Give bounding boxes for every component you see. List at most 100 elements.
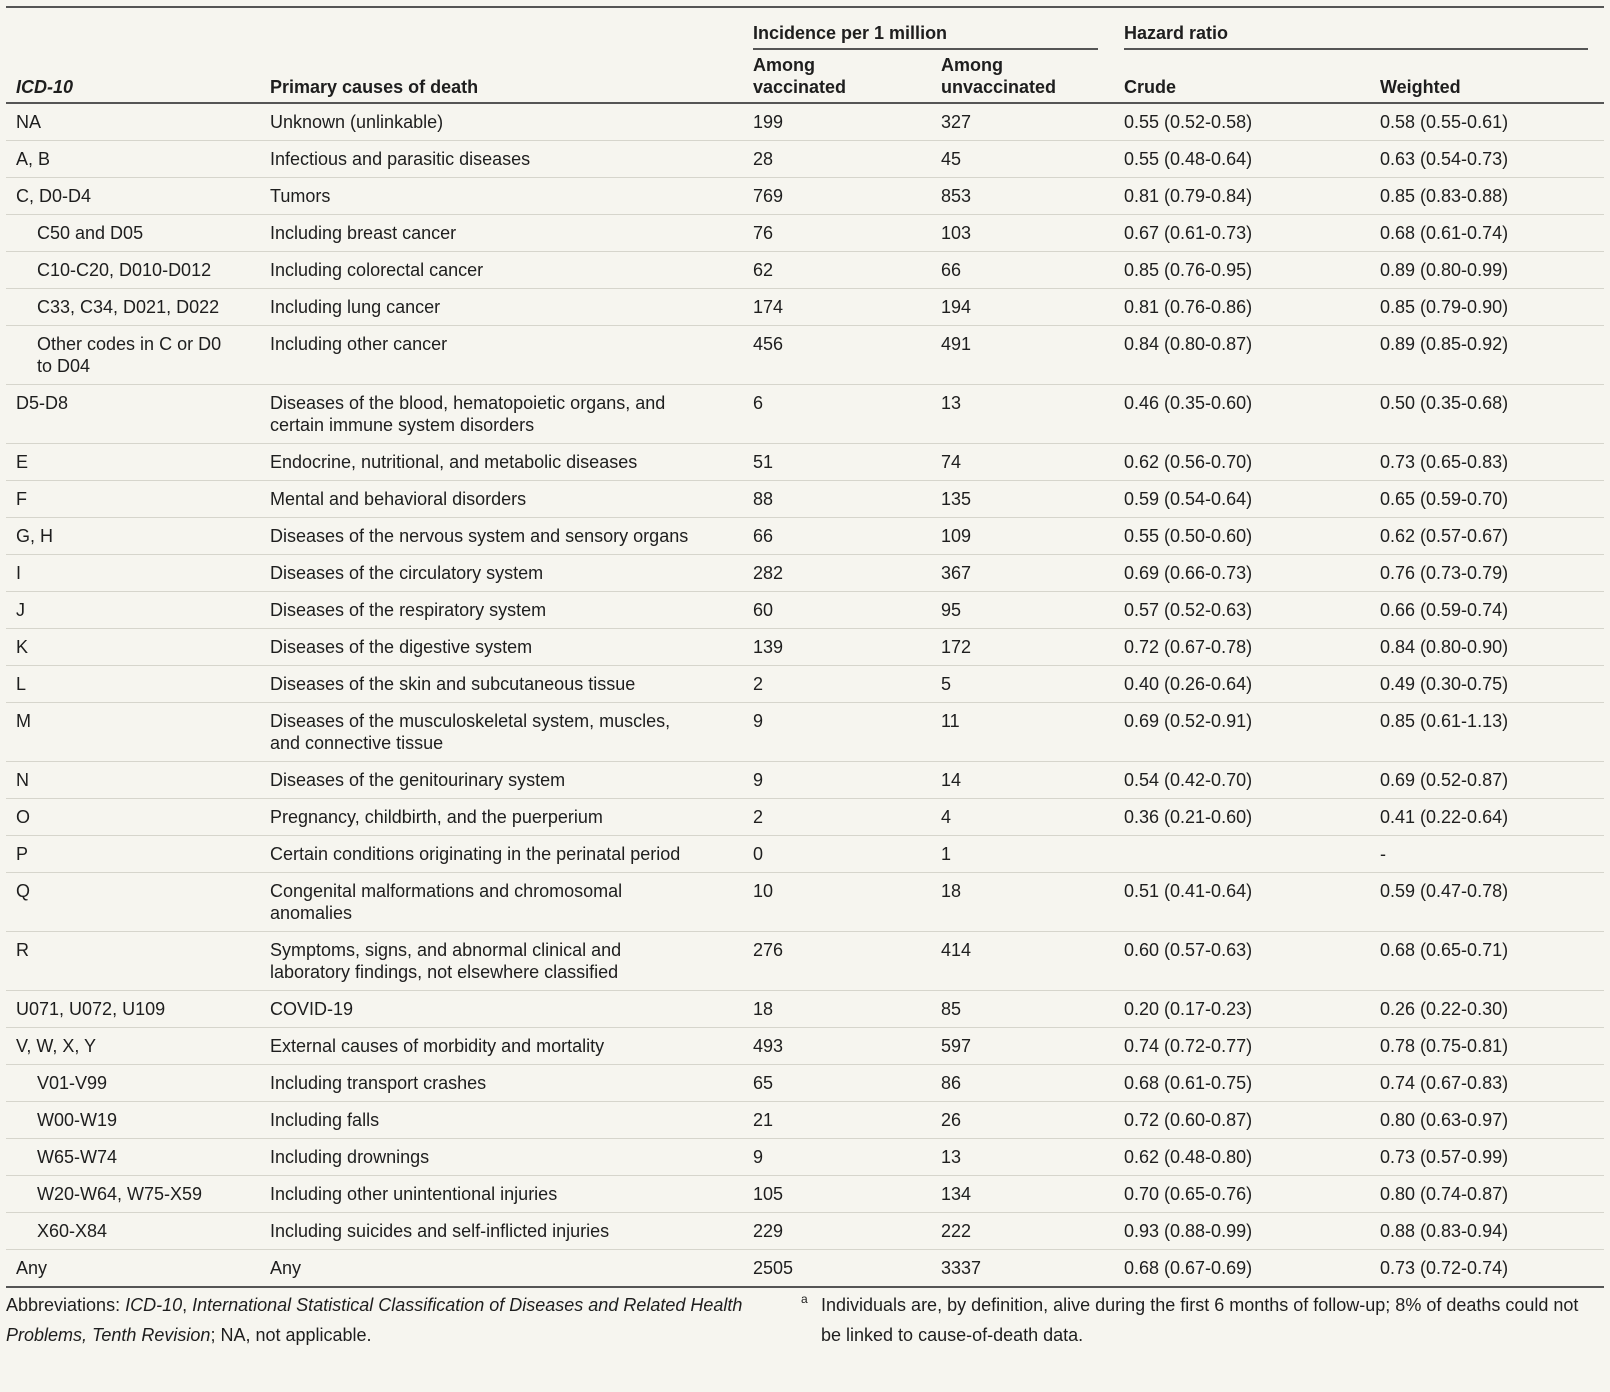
unvaccinated-cell: 134: [931, 1175, 1114, 1213]
icd-cell: D5-D8: [6, 384, 260, 444]
weighted-cell: 0.68 (0.65-0.71): [1370, 931, 1604, 991]
unvaccinated-cell: 66: [931, 251, 1114, 289]
unvaccinated-cell: 135: [931, 480, 1114, 518]
cause-cell: Including falls: [260, 1101, 743, 1139]
weighted-cell: 0.84 (0.80-0.90): [1370, 628, 1604, 666]
weighted-cell: 0.85 (0.83-0.88): [1370, 177, 1604, 215]
icd-cell: Q: [6, 872, 260, 932]
unvaccinated-cell: 172: [931, 628, 1114, 666]
vaccinated-cell: 174: [743, 288, 931, 326]
crude-cell: 0.51 (0.41-0.64): [1114, 872, 1370, 932]
icd-cell: C, D0-D4: [6, 177, 260, 215]
weighted-cell: 0.66 (0.59-0.74): [1370, 591, 1604, 629]
crude-cell: 0.55 (0.48-0.64): [1114, 140, 1370, 178]
vaccinated-cell: 88: [743, 480, 931, 518]
weighted-cell: 0.80 (0.74-0.87): [1370, 1175, 1604, 1213]
cause-cell: External causes of morbidity and mortali…: [260, 1027, 743, 1065]
vaccinated-cell: 6: [743, 384, 931, 444]
unvaccinated-cell: 74: [931, 443, 1114, 481]
crude-cell: 0.36 (0.21-0.60): [1114, 798, 1370, 836]
crude-cell: 0.60 (0.57-0.63): [1114, 931, 1370, 991]
row: E Endocrine, nutritional, and metabolic d…: [6, 443, 1604, 481]
footnote-text: Abbreviations:: [6, 1295, 126, 1315]
sub-row: Other codes in C or D0 to D04 Including o…: [6, 325, 1604, 385]
cause-cell: Including drownings: [260, 1138, 743, 1176]
crude-cell: 0.84 (0.80-0.87): [1114, 325, 1370, 385]
crude-cell: 0.62 (0.56-0.70): [1114, 443, 1370, 481]
cause-cell: Including suicides and self-inflicted in…: [260, 1212, 743, 1250]
vaccinated-cell: 493: [743, 1027, 931, 1065]
crude-cell: 0.54 (0.42-0.70): [1114, 761, 1370, 799]
cause-cell: Including transport crashes: [260, 1064, 743, 1102]
cause-cell: Diseases of the respiratory system: [260, 591, 743, 629]
group-label: Incidence per 1 million: [753, 22, 1098, 50]
icd-cell: V, W, X, Y: [6, 1027, 260, 1065]
icd-cell: C10-C20, D010-D012: [6, 251, 260, 289]
vaccinated-cell: 51: [743, 443, 931, 481]
weighted-cell: 0.85 (0.79-0.90): [1370, 288, 1604, 326]
icd-cell: W20-W64, W75-X59: [6, 1175, 260, 1213]
column-header: ICD-10: [6, 54, 260, 104]
weighted-cell: 0.58 (0.55-0.61): [1370, 103, 1604, 141]
weighted-cell: 0.89 (0.80-0.99): [1370, 251, 1604, 289]
table: Incidence per 1 million Hazard ratio ICD…: [6, 6, 1604, 1288]
group-label: Hazard ratio: [1124, 22, 1588, 50]
cause-cell: Including lung cancer: [260, 288, 743, 326]
vaccinated-cell: 282: [743, 554, 931, 592]
cause-cell: Diseases of the nervous system and senso…: [260, 517, 743, 555]
row: O Pregnancy, childbirth, and the puerperi…: [6, 798, 1604, 836]
sub-row: X60-X84 Including suicides and self-infli…: [6, 1212, 1604, 1250]
weighted-cell: 0.68 (0.61-0.74): [1370, 214, 1604, 252]
crude-cell: 0.85 (0.76-0.95): [1114, 251, 1370, 289]
cause-cell: Tumors: [260, 177, 743, 215]
icd-cell: E: [6, 443, 260, 481]
row: G, H Diseases of the nervous system and s…: [6, 517, 1604, 555]
column-group: Hazard ratio: [1114, 6, 1604, 54]
header-row: ICD-10 Primary causes of death Among vac…: [6, 54, 1604, 104]
crude-cell: 0.72 (0.60-0.87): [1114, 1101, 1370, 1139]
cause-cell: Diseases of the digestive system: [260, 628, 743, 666]
unvaccinated-cell: 14: [931, 761, 1114, 799]
crude-cell: 0.40 (0.26-0.64): [1114, 665, 1370, 703]
unvaccinated-cell: 853: [931, 177, 1114, 215]
vaccinated-cell: 9: [743, 702, 931, 762]
column-header: Crude: [1114, 54, 1370, 104]
table-container: Incidence per 1 million Hazard ratio ICD…: [6, 6, 1604, 1288]
row: C, D0-D4 Tumors 769 853 0.81 (0.79-0.84) 0.85…: [6, 177, 1604, 215]
icd-cell: M: [6, 702, 260, 762]
unvaccinated-cell: 597: [931, 1027, 1114, 1065]
icd-cell: W00-W19: [6, 1101, 260, 1139]
vaccinated-cell: 2: [743, 798, 931, 836]
weighted-cell: 0.88 (0.83-0.94): [1370, 1212, 1604, 1250]
column-header: Among vaccinated: [743, 54, 931, 104]
weighted-cell: 0.41 (0.22-0.64): [1370, 798, 1604, 836]
unvaccinated-cell: 327: [931, 103, 1114, 141]
vaccinated-cell: 76: [743, 214, 931, 252]
cause-cell: Unknown (unlinkable): [260, 103, 743, 141]
icd-cell: J: [6, 591, 260, 629]
sub-row: C10-C20, D010-D012 Including colorectal c…: [6, 251, 1604, 289]
weighted-cell: 0.49 (0.30-0.75): [1370, 665, 1604, 703]
cause-cell: Diseases of the skin and subcutaneous ti…: [260, 665, 743, 703]
unvaccinated-cell: 26: [931, 1101, 1114, 1139]
cause-cell: Infectious and parasitic diseases: [260, 140, 743, 178]
footnote: a Individuals are, by definition, alive d…: [801, 1290, 1601, 1350]
weighted-cell: 0.62 (0.57-0.67): [1370, 517, 1604, 555]
cause-cell: Diseases of the blood, hematopoietic org…: [260, 384, 743, 444]
unvaccinated-cell: 3337: [931, 1249, 1114, 1288]
vaccinated-cell: 139: [743, 628, 931, 666]
weighted-cell: 0.26 (0.22-0.30): [1370, 990, 1604, 1028]
weighted-cell: 0.73 (0.72-0.74): [1370, 1249, 1604, 1288]
column-header: Weighted: [1370, 54, 1604, 104]
cause-cell: Congenital malformations and chromosomal…: [260, 872, 743, 932]
row: N Diseases of the genitourinary system 9 14…: [6, 761, 1604, 799]
unvaccinated-cell: 491: [931, 325, 1114, 385]
vaccinated-cell: 2505: [743, 1249, 931, 1288]
crude-cell: 0.69 (0.52-0.91): [1114, 702, 1370, 762]
crude-cell: 0.59 (0.54-0.64): [1114, 480, 1370, 518]
vaccinated-cell: 18: [743, 990, 931, 1028]
unvaccinated-cell: 13: [931, 1138, 1114, 1176]
cause-cell: Including breast cancer: [260, 214, 743, 252]
weighted-cell: 0.69 (0.52-0.87): [1370, 761, 1604, 799]
